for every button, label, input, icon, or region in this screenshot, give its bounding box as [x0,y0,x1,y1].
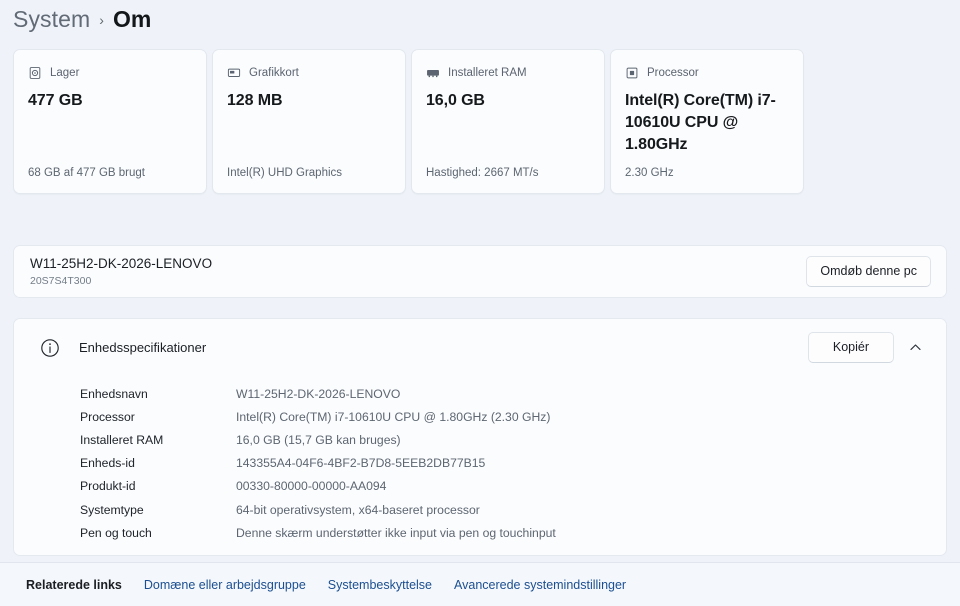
device-specifications-title: Enhedsspecifikationer [79,340,207,355]
link-domain-or-workgroup[interactable]: Domæne eller arbejdsgruppe [143,577,306,592]
spec-key: Enheds-id [80,456,135,471]
breadcrumb-separator-icon: › [99,12,104,28]
table-row: Systemtype 64-bit operativsystem, x64-ba… [14,498,946,521]
card-processor-value: Intel(R) Core(TM) i7-10610U CPU @ 1.80GH… [625,92,776,153]
pc-name-panel: W11-25H2-DK-2026-LENOVO 20S7S4T300 Omdøb… [13,245,947,298]
spec-value: 64-bit operativsystem, x64-baseret proce… [236,502,480,517]
card-ram-label: Installeret RAM [448,66,527,79]
spec-value: 00330-80000-00000-AA094 [236,479,387,494]
device-specifications-table: Enhedsnavn W11-25H2-DK-2026-LENOVO Proce… [14,376,946,544]
spec-key: Processor [80,409,135,424]
card-processor: Processor Intel(R) Core(TM) i7-10610U CP… [610,49,804,194]
copy-button[interactable]: Kopiér [807,332,894,363]
table-row: Pen og touch Denne skærm understøtter ik… [14,521,946,544]
link-advanced-system-settings[interactable]: Avancerede systemindstillinger [454,577,627,592]
spec-key: Produkt-id [80,479,136,494]
spec-key: Installeret RAM [80,432,164,447]
spec-key: Pen og touch [80,525,152,540]
rename-pc-button[interactable]: Omdøb denne pc [806,256,931,287]
spec-key: Enhedsnavn [80,386,148,401]
card-graphics-value: 128 MB [227,92,283,109]
processor-chip-icon [625,66,639,80]
pc-name-block: W11-25H2-DK-2026-LENOVO 20S7S4T300 [30,255,212,288]
card-storage: Lager 477 GB 68 GB af 477 GB brugt [13,49,207,194]
card-processor-label: Processor [647,66,699,79]
spec-value: Denne skærm understøtter ikke input via … [236,525,556,540]
link-system-protection[interactable]: Systembeskyttelse [327,577,433,592]
table-row: Processor Intel(R) Core(TM) i7-10610U CP… [14,405,946,428]
storage-disk-icon [28,66,42,80]
device-summary-cards: Lager 477 GB 68 GB af 477 GB brugt Grafi… [13,49,804,194]
spec-value: W11-25H2-DK-2026-LENOVO [236,386,401,401]
card-ram-value: 16,0 GB [426,92,485,109]
memory-ram-icon [426,66,440,80]
device-specifications-panel: Enhedsspecifikationer Kopiér Enhedsnavn … [13,318,947,556]
card-processor-footnote: 2.30 GHz [625,167,674,179]
table-row: Produkt-id 00330-80000-00000-AA094 [14,475,946,498]
table-row: Installeret RAM 16,0 GB (15,7 GB kan bru… [14,428,946,451]
card-ram-footnote: Hastighed: 2667 MT/s [426,167,539,179]
breadcrumb-parent-system[interactable]: System [13,5,91,32]
card-storage-header: Lager [28,64,192,81]
card-storage-label: Lager [50,66,80,79]
spec-value: Intel(R) Core(TM) i7-10610U CPU @ 1.80GH… [236,409,551,424]
card-storage-value: 477 GB [28,92,83,109]
card-processor-header: Processor [625,64,789,81]
pc-name-row: W11-25H2-DK-2026-LENOVO 20S7S4T300 Omdøb… [14,246,946,297]
related-links-label: Relaterede links [26,577,122,592]
device-specifications-actions: Kopiér [807,332,930,363]
breadcrumb: System › Om [13,2,151,36]
card-graphics: Grafikkort 128 MB Intel(R) UHD Graphics [212,49,406,194]
related-links-bar: Relaterede links Domæne eller arbejdsgru… [0,562,960,606]
card-ram: Installeret RAM 16,0 GB Hastighed: 2667 … [411,49,605,194]
spec-value: 143355A4-04F6-4BF2-B7D8-5EEB2DB77B15 [236,456,486,471]
spec-key: Systemtype [80,502,144,517]
pc-name-value: W11-25H2-DK-2026-LENOVO [30,256,213,271]
table-row: Enheds-id 143355A4-04F6-4BF2-B7D8-5EEB2D… [14,452,946,475]
info-circle-icon [39,337,61,359]
card-graphics-footnote: Intel(R) UHD Graphics [227,167,343,179]
card-graphics-header: Grafikkort [227,64,391,81]
card-graphics-label: Grafikkort [249,66,299,79]
device-specifications-header[interactable]: Enhedsspecifikationer Kopiér [14,319,946,376]
table-row: Enhedsnavn W11-25H2-DK-2026-LENOVO [14,382,946,405]
chevron-up-icon[interactable] [900,333,930,363]
card-ram-header: Installeret RAM [426,64,590,81]
card-storage-footnote: 68 GB af 477 GB brugt [28,167,145,179]
pc-model-value: 20S7S4T300 [30,275,92,287]
graphics-card-icon [227,66,241,80]
spec-value: 16,0 GB (15,7 GB kan bruges) [236,432,401,447]
page-title: Om [112,5,152,32]
